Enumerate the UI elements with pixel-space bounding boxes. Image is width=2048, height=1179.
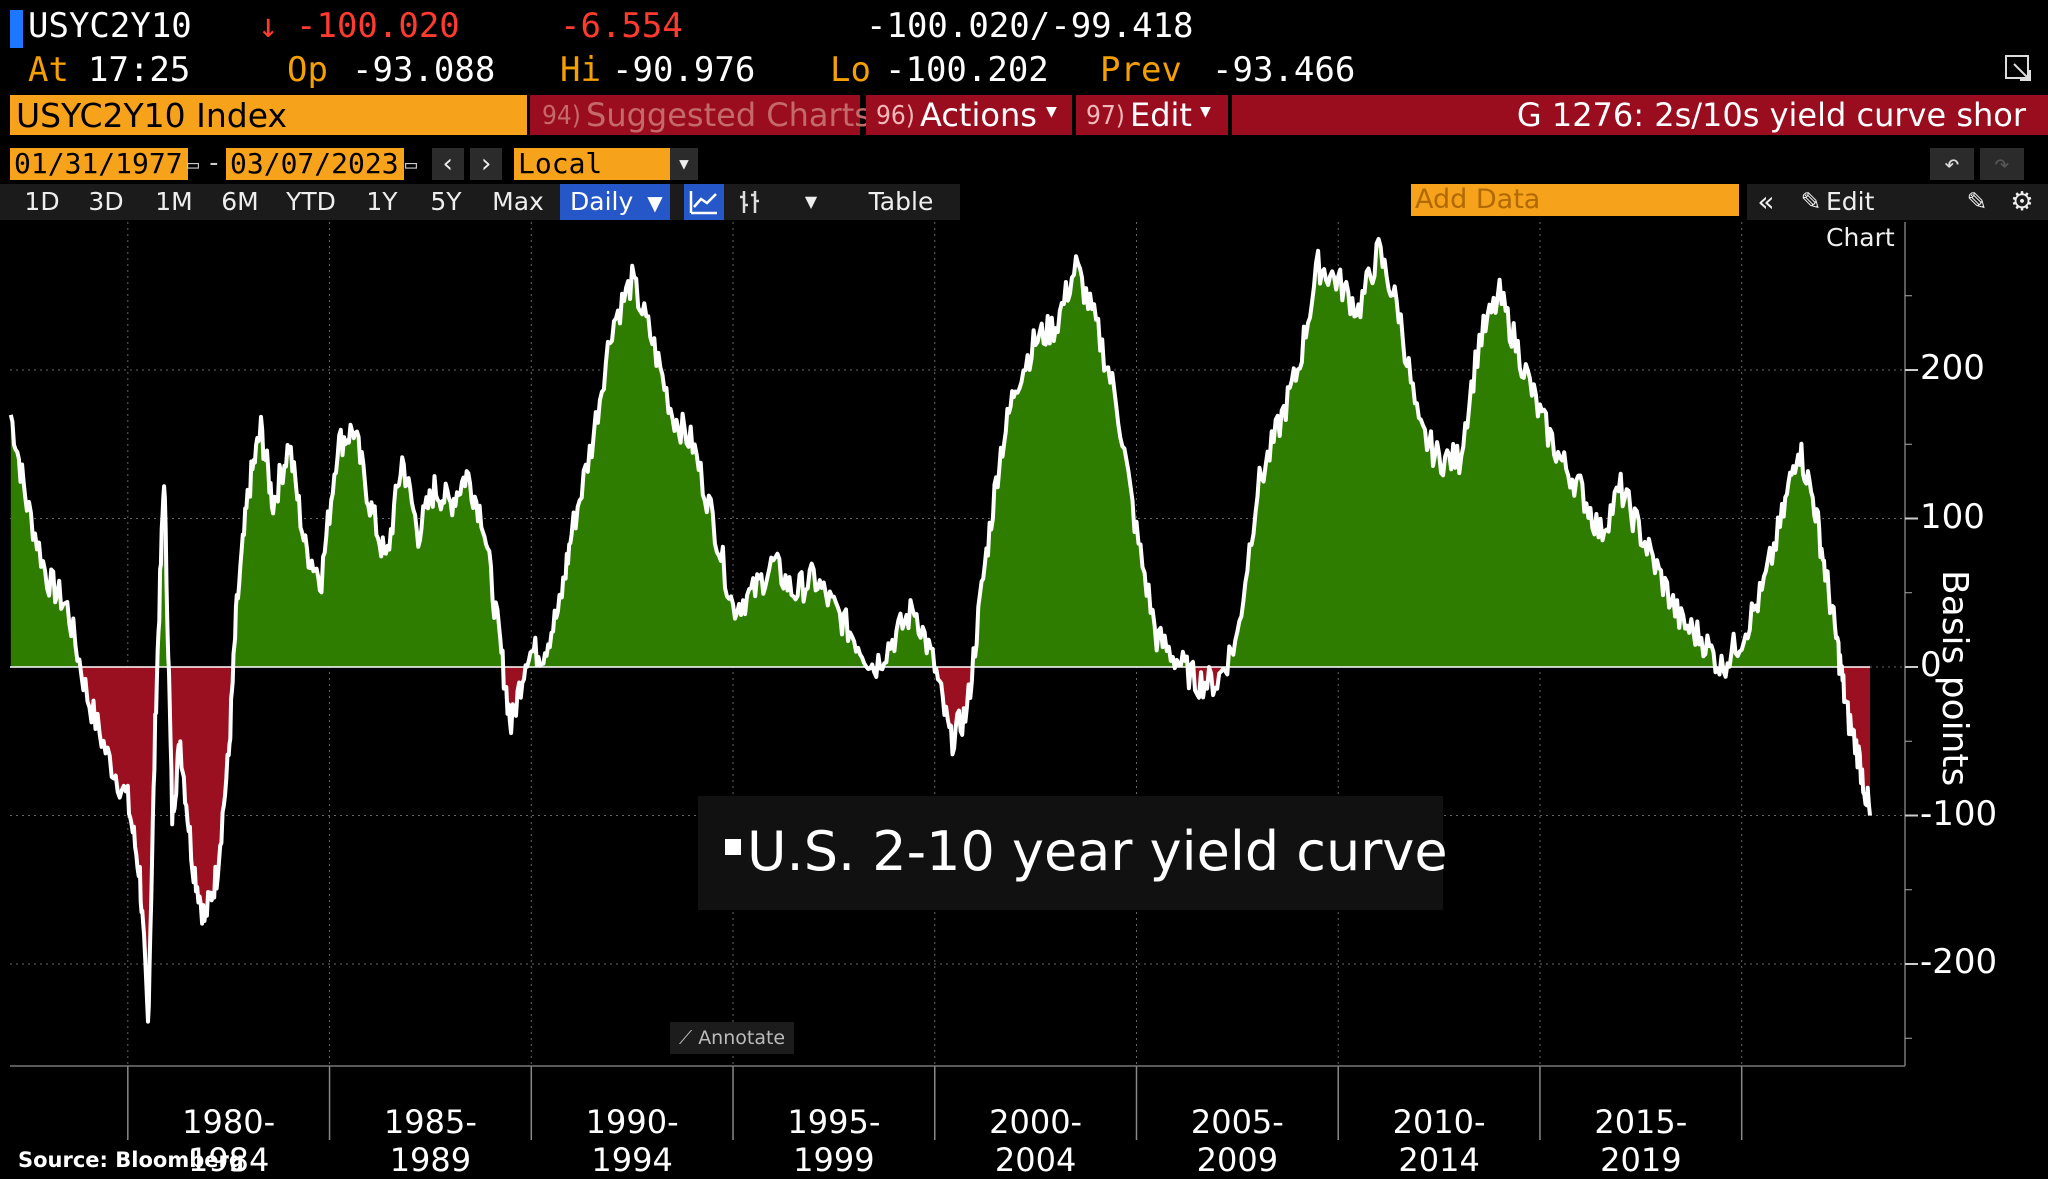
source-note: Source: Bloomberg — [18, 1148, 244, 1172]
suggested-charts-button[interactable]: 94) Suggested Charts — [530, 95, 871, 135]
edit-number: 97) — [1086, 101, 1125, 131]
previous-icon[interactable]: ‹ — [432, 148, 464, 180]
security-name: USYC2Y10 Index — [16, 96, 287, 135]
period-1m[interactable]: 1M — [155, 187, 193, 216]
frequency-dropdown-icon: ▼ — [647, 191, 663, 215]
chart-tools-bar — [1747, 184, 2048, 220]
annotate-button[interactable]: ⟋ Annotate — [670, 1022, 794, 1054]
high-label: Hi — [560, 50, 601, 90]
next-icon[interactable]: › — [470, 148, 502, 180]
actions-number: 96) — [876, 101, 915, 131]
series-line — [8, 237, 1872, 1024]
period-1d[interactable]: 1D — [24, 187, 60, 216]
net-change: -6.554 — [560, 6, 683, 46]
last-price: -100.020 — [296, 6, 460, 46]
pencil-icon[interactable]: ✎ — [1800, 187, 1822, 216]
open-label: Op — [287, 50, 328, 90]
x-period-label: 2010-2014 — [1392, 1103, 1486, 1179]
edit-chart-button[interactable]: Edit Chart — [1826, 187, 1895, 252]
suggested-charts-label: Suggested Charts — [586, 96, 871, 134]
at-label: At — [28, 50, 69, 90]
x-period-label: 1980-1984 — [182, 1103, 276, 1179]
edit-button[interactable]: 97) Edit ▼ — [1076, 95, 1228, 135]
end-date-input[interactable]: 03/07/2023 — [226, 148, 404, 180]
period-max[interactable]: Max — [492, 187, 544, 216]
low-value: -100.202 — [885, 50, 1049, 90]
chart-type-dropdown-icon[interactable]: ▼ — [804, 192, 818, 211]
quote-time: 17:25 — [88, 50, 191, 90]
undo-icon[interactable]: ↶ — [1930, 148, 1974, 180]
security-field[interactable] — [10, 95, 527, 135]
annotate-pencil-icon: ⟋ — [678, 1027, 699, 1049]
calendar-icon[interactable]: ▭ — [404, 152, 418, 176]
prev-value: -93.466 — [1212, 50, 1356, 90]
annotate-label: Annotate — [698, 1027, 786, 1049]
period-6m[interactable]: 6M — [221, 187, 259, 216]
high-value: -90.976 — [612, 50, 756, 90]
y-tick-label: 100 — [1920, 496, 1985, 537]
y-tick-label: 0 — [1920, 645, 1942, 685]
y-axis-title: Basis points — [1934, 570, 1975, 787]
collapse-icon[interactable]: « — [1757, 185, 1775, 218]
line-chart-icon[interactable] — [684, 184, 724, 220]
low-label: Lo — [830, 50, 871, 90]
y-tick-label: 200 — [1920, 348, 1985, 388]
actions-dropdown-icon: ▼ — [1046, 101, 1057, 122]
actions-label: Actions — [920, 96, 1037, 134]
edit-settings-icon[interactable]: ✎ — [1966, 187, 1988, 216]
start-date-input[interactable]: 01/31/1977 — [10, 148, 188, 180]
gear-icon[interactable]: ⚙ — [2010, 187, 2034, 217]
x-period-label: 1995-1999 — [787, 1103, 881, 1179]
edit-dropdown-icon: ▼ — [1200, 101, 1211, 122]
ticker[interactable]: USYC2Y10 — [28, 6, 192, 46]
positive-area — [10, 239, 1870, 667]
actions-button[interactable]: 96) Actions ▼ — [866, 95, 1072, 135]
period-ytd[interactable]: YTD — [286, 187, 336, 216]
y-tick-label: -100 — [1920, 793, 1998, 834]
table-button[interactable]: Table — [868, 187, 934, 216]
legend-label: U.S. 2-10 year yield curve — [747, 820, 1448, 883]
x-period-label: 2015-2019 — [1594, 1103, 1688, 1179]
negative-area — [10, 667, 1870, 1022]
legend — [698, 796, 1443, 910]
edit-label: Edit — [1130, 96, 1192, 134]
chart-title: G 1276: 2s/10s yield curve shor — [1516, 96, 2026, 134]
suggested-charts-number: 94) — [542, 101, 581, 131]
chart-title-bar: G 1276: 2s/10s yield curve shor — [1232, 95, 2048, 135]
legend-square-icon — [725, 839, 741, 856]
x-period-label: 1990-1994 — [585, 1103, 679, 1179]
open-value: -93.088 — [352, 50, 496, 90]
currency-dropdown-icon[interactable]: ▼ — [670, 148, 698, 180]
legend-entry: U.S. 2-10 year yield curve — [725, 820, 1448, 884]
x-period-label: 2005-2009 — [1190, 1103, 1284, 1179]
x-period-label: 1985-1989 — [383, 1103, 477, 1179]
frequency-select[interactable]: Daily ▼ — [560, 184, 670, 220]
x-period-label: 2000-2004 — [989, 1103, 1083, 1179]
candlestick-icon[interactable] — [730, 184, 770, 220]
y-tick-label: -200 — [1920, 942, 1998, 982]
period-1y[interactable]: 1Y — [366, 187, 398, 216]
prev-label: Prev — [1100, 50, 1182, 90]
period-5y[interactable]: 5Y — [430, 187, 462, 216]
add-data-input[interactable]: Add Data — [1411, 184, 1739, 216]
period-3d[interactable]: 3D — [88, 187, 124, 216]
redo-icon[interactable]: ↷ — [1980, 148, 2024, 180]
frequency-label: Daily — [570, 187, 634, 216]
expand-icon[interactable] — [2004, 54, 2034, 84]
period-bar — [0, 184, 960, 220]
bid-ask: -100.020/-99.418 — [866, 6, 1194, 46]
ticker-marker — [10, 10, 23, 48]
date-separator: - — [206, 148, 222, 178]
calendar-icon[interactable]: ▭ — [186, 152, 200, 176]
down-arrow-icon: ↓ — [258, 6, 279, 46]
